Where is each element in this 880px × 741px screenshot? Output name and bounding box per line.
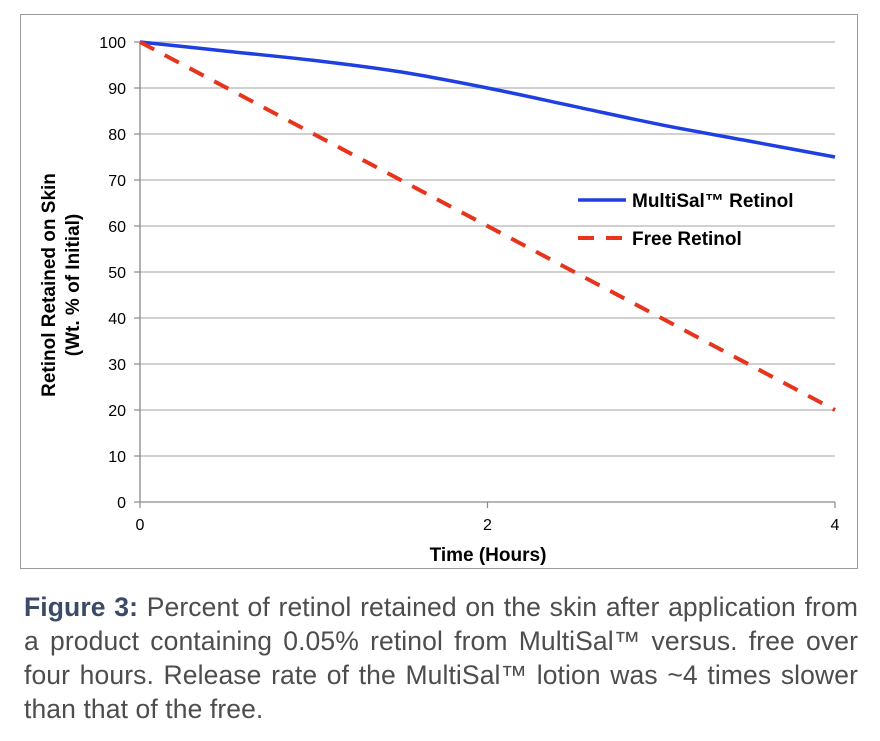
y-tick-label: 0 [117,495,126,512]
figure-frame: 0 10 20 30 40 50 60 70 80 90 100 0 2 4 MultiSal™ Reti… [20,14,858,569]
y-tick-label: 20 [108,403,126,420]
caption-label: Figure 3: [24,592,139,622]
y-tick-label: 80 [108,127,126,144]
tick-labels: 0 10 20 30 40 50 60 70 80 90 100 0 2 4 [99,35,839,534]
x-tick-label: 4 [831,517,840,534]
legend-label: Free Retinol [632,229,742,250]
axes [134,41,836,508]
y-tick-label: 50 [108,265,126,282]
legend-label: MultiSal™ Retinol [632,191,794,212]
legend: MultiSal™ Retinol Free Retinol [578,191,794,250]
x-tick-label: 2 [483,517,492,534]
y-tick-label: 60 [108,219,126,236]
line-chart: 0 10 20 30 40 50 60 70 80 90 100 0 2 4 MultiSal™ Reti… [39,35,840,566]
series-line-free-retinol [139,40,836,412]
y-tick-label: 40 [108,311,126,328]
y-tick-label: 70 [108,173,126,190]
caption-text: Percent of retinol retained on the skin … [24,592,858,724]
figure-caption: Figure 3: Percent of retinol retained on… [24,590,858,726]
y-axis-label-line2: (Wt. % of Initial) [63,214,84,356]
y-tick-label: 30 [108,357,126,374]
y-tick-label: 100 [99,35,126,52]
series-lines [139,40,836,412]
y-tick-label: 90 [108,81,126,98]
x-tick-label: 0 [136,517,145,534]
series-line-multisal-retinol [139,40,836,159]
y-axis-label-line1: Retinol Retained on Skin [39,173,60,397]
x-axis-label: Time (Hours) [430,545,547,566]
y-tick-label: 10 [108,449,126,466]
y-axis-label: Retinol Retained on Skin (Wt. % of Initi… [39,173,84,397]
